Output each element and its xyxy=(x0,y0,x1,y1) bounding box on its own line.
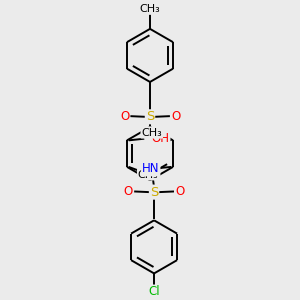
Text: O: O xyxy=(124,185,133,198)
Text: S: S xyxy=(146,110,154,123)
Text: HN: HN xyxy=(142,162,160,176)
Text: CH₃: CH₃ xyxy=(141,128,162,138)
Text: OH: OH xyxy=(152,132,169,145)
Text: S: S xyxy=(150,186,158,199)
Text: CH₃: CH₃ xyxy=(140,4,160,14)
Text: O: O xyxy=(171,110,181,123)
Text: O: O xyxy=(175,185,184,198)
Text: Cl: Cl xyxy=(148,286,160,298)
Text: CH₃: CH₃ xyxy=(138,169,159,179)
Text: O: O xyxy=(120,110,129,123)
